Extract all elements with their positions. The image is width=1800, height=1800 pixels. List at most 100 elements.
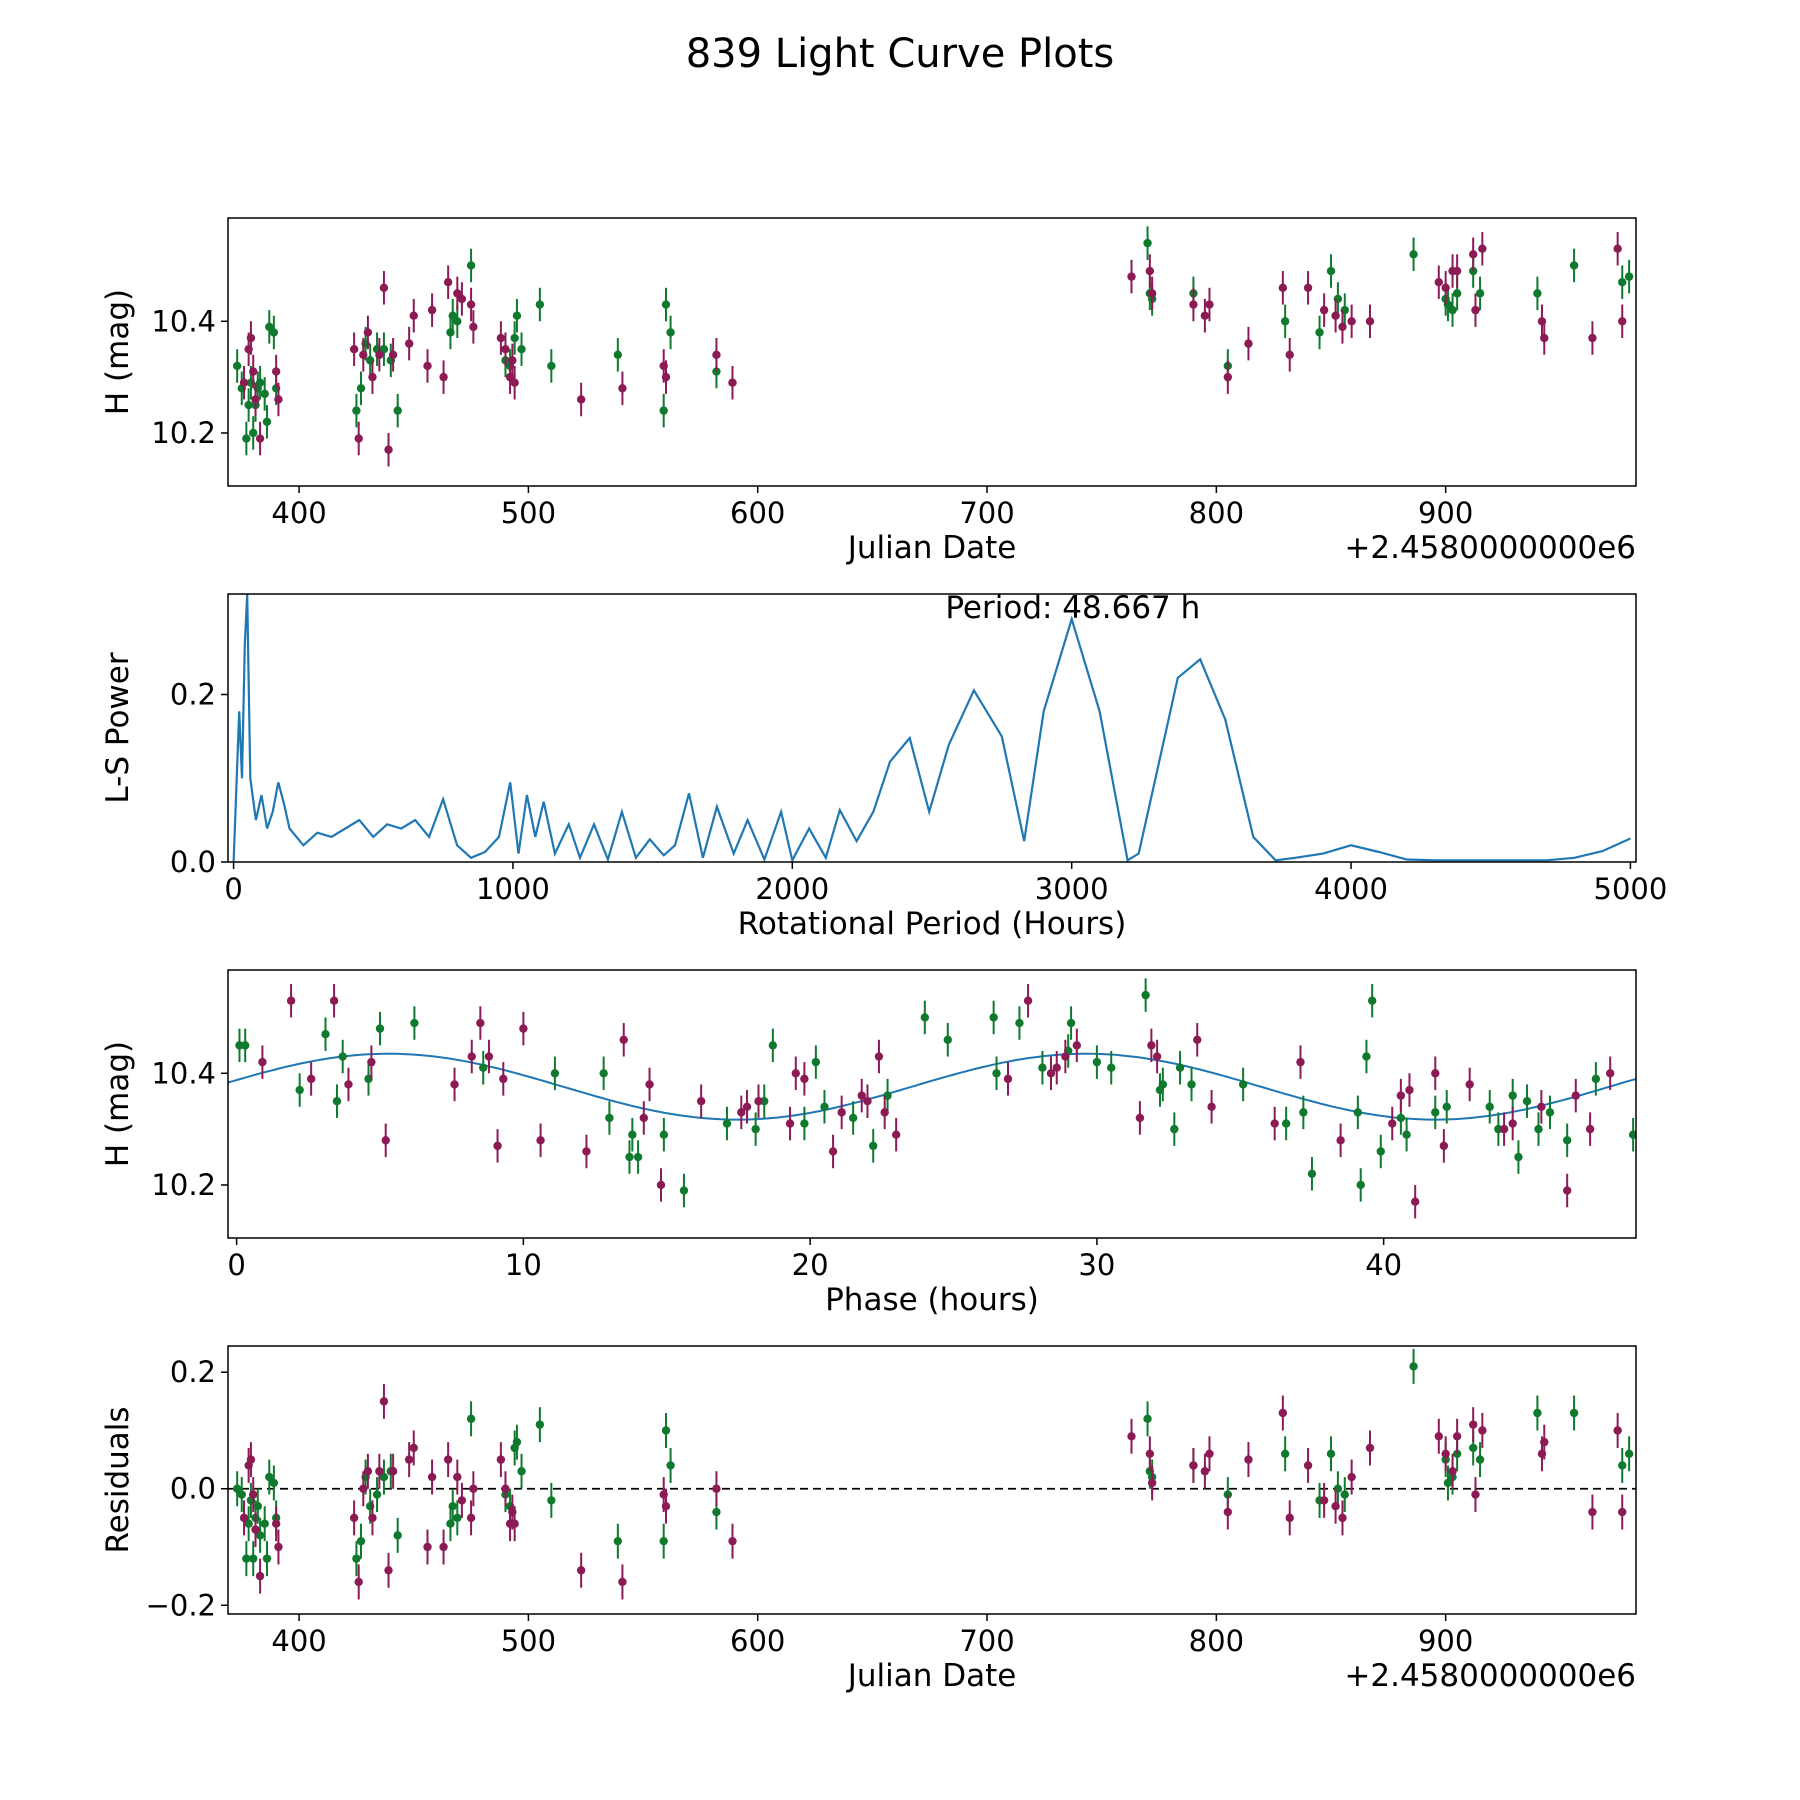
magenta-data-point (1365, 1443, 1375, 1453)
magenta-data-point (1223, 372, 1233, 382)
magenta-data-point (439, 372, 448, 382)
magenta-data-point (863, 1097, 872, 1106)
magenta-data-point (423, 1542, 432, 1552)
magenta-data-point (457, 1496, 467, 1505)
magenta-data-point (501, 1484, 510, 1493)
green-data-point (1362, 1052, 1371, 1061)
green-data-point (661, 300, 671, 309)
green-data-point (1092, 1057, 1102, 1067)
magenta-data-point (1347, 1472, 1356, 1482)
green-data-point (1618, 1461, 1627, 1470)
green-data-point (1340, 1490, 1349, 1499)
green-data-point (848, 1113, 858, 1123)
magenta-data-point (255, 434, 265, 443)
magenta-data-point (742, 1102, 752, 1111)
green-data-point (249, 428, 258, 438)
magenta-data-point (388, 350, 398, 359)
x-offset-label: +2.4580000000e6 (1344, 530, 1636, 566)
green-data-point (550, 1069, 560, 1078)
magenta-data-point (274, 395, 283, 404)
green-data-point (242, 434, 251, 443)
figure-title: 839 Light Curve Plots (686, 31, 1115, 77)
magenta-data-point (1431, 1069, 1440, 1078)
magenta-data-point (493, 1141, 502, 1151)
green-data-point (1443, 1478, 1453, 1488)
green-data-point (1376, 1147, 1385, 1156)
y-axis-label: L-S Power (100, 652, 136, 803)
magenta-data-point (1061, 1052, 1070, 1061)
y-axis-label: H (mag) (100, 289, 136, 415)
magenta-data-point (1540, 333, 1549, 343)
magenta-data-point (510, 1519, 519, 1528)
light-curve-panel: 400 500 600 700 800 900 10.2 10.4 Julian Date H (… (100, 217, 1637, 566)
magenta-data-point (469, 322, 478, 332)
magenta-data-point (1200, 1467, 1210, 1476)
green-data-point (1591, 1074, 1601, 1084)
x-tick-label: 600 (730, 496, 785, 530)
green-data-point (1618, 278, 1627, 287)
magenta-data-point (404, 1455, 414, 1464)
magenta-data-point (286, 996, 296, 1005)
magenta-data-point (258, 1057, 267, 1067)
plot-area (232, 226, 1634, 467)
green-data-point (599, 1069, 608, 1078)
magenta-data-point (1046, 1069, 1056, 1078)
green-data-point (1468, 1443, 1478, 1453)
magenta-data-point (499, 1074, 508, 1084)
magenta-data-point (359, 1484, 368, 1493)
magenta-data-point (1023, 996, 1033, 1005)
magenta-data-point (857, 1091, 866, 1100)
green-data-point (1628, 1130, 1636, 1139)
y-tick-label: 0.0 (170, 1472, 216, 1506)
magenta-data-point (1189, 1461, 1198, 1470)
green-data-point (820, 1102, 829, 1111)
magenta-data-point (1205, 300, 1214, 309)
green-data-point (1367, 996, 1377, 1005)
magenta-data-point (1588, 333, 1597, 343)
magenta-data-point (1052, 1063, 1061, 1072)
x-tick-label: 500 (501, 1624, 556, 1658)
magenta-data-point (508, 356, 517, 365)
magenta-data-point (368, 372, 377, 382)
green-data-point (869, 1141, 878, 1151)
green-data-point (1315, 328, 1324, 337)
green-data-point (1187, 1080, 1196, 1089)
green-data-point (1569, 261, 1579, 270)
magenta-data-point (381, 1136, 390, 1145)
magenta-data-point (1193, 1035, 1202, 1044)
green-data-point (453, 317, 462, 326)
magenta-data-point (874, 1052, 884, 1061)
green-data-point (295, 1085, 304, 1095)
green-data-point (260, 1519, 269, 1528)
green-data-point (1452, 289, 1462, 298)
y-tick-label: 0.2 (170, 678, 216, 712)
green-data-point (265, 322, 274, 332)
green-data-point (332, 1097, 342, 1106)
green-data-point (356, 384, 366, 393)
green-data-point (244, 400, 253, 410)
green-data-point (448, 311, 457, 320)
green-data-point (232, 361, 242, 371)
magenta-data-point (1613, 1426, 1622, 1435)
green-data-point (1569, 1408, 1579, 1418)
magenta-data-point (661, 1502, 671, 1511)
green-data-point (659, 1130, 669, 1139)
magenta-data-point (1278, 283, 1288, 292)
magenta-data-point (484, 1052, 494, 1061)
green-data-point (1624, 1449, 1634, 1458)
green-data-point (1448, 305, 1457, 315)
x-tick-label: 700 (959, 1624, 1014, 1658)
magenta-data-point (457, 294, 467, 304)
magenta-data-point (251, 395, 260, 404)
magenta-data-point (1285, 1513, 1294, 1523)
green-data-point (1158, 1080, 1168, 1089)
magenta-data-point (1145, 266, 1155, 276)
magenta-data-point (363, 328, 373, 337)
green-data-point (989, 1013, 998, 1022)
green-data-point (249, 1554, 258, 1563)
green-data-point (1015, 1018, 1024, 1028)
green-data-point (517, 345, 526, 354)
green-data-point (1066, 1018, 1076, 1028)
magenta-data-point (1468, 1420, 1478, 1429)
